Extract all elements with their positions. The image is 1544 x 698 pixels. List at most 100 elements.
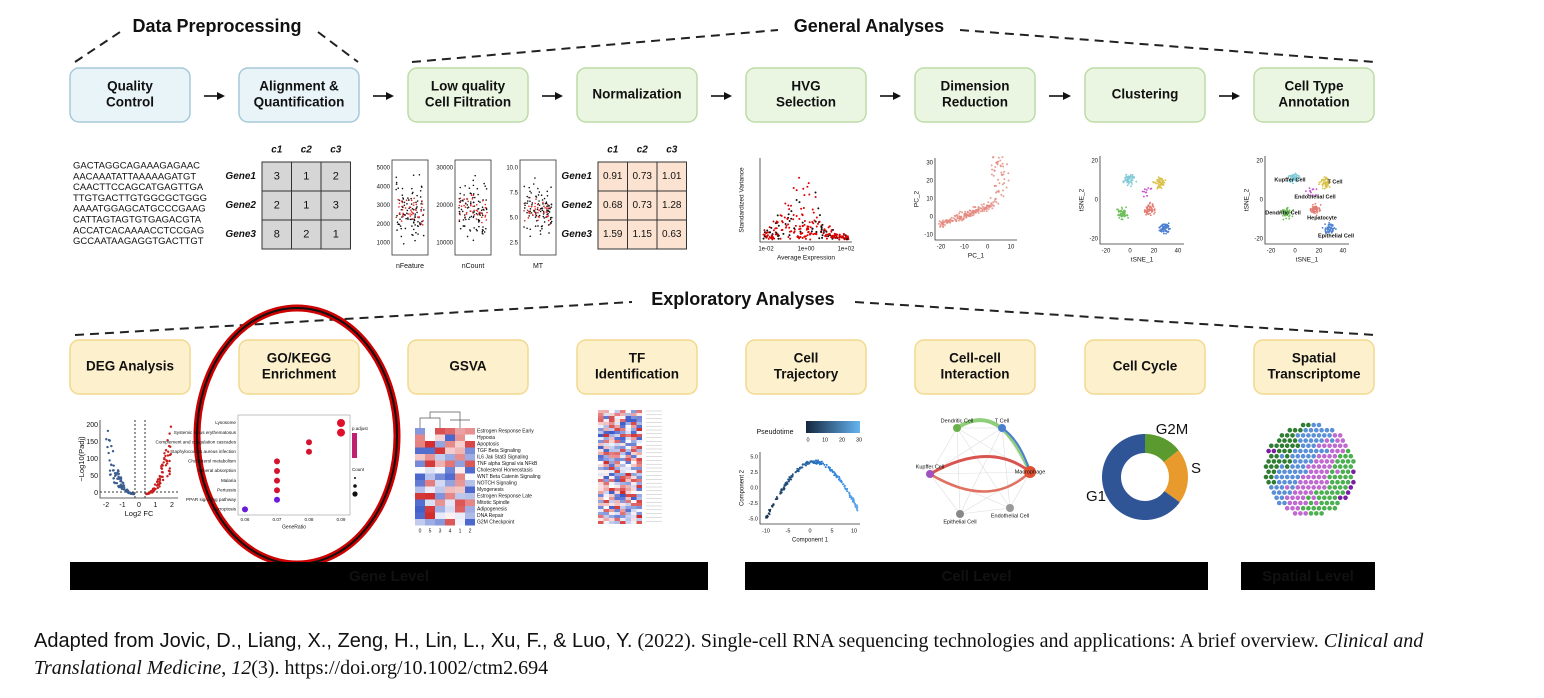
dot — [763, 229, 766, 232]
table-cell — [291, 161, 322, 192]
heat-cell — [445, 441, 455, 448]
label: 0.09 — [337, 517, 346, 522]
label: GeneRatio — [282, 524, 306, 530]
dot — [792, 218, 795, 221]
dot — [400, 208, 403, 211]
dot — [542, 210, 545, 213]
spot — [1322, 443, 1327, 449]
spot — [1314, 448, 1319, 454]
heat-cell — [620, 416, 626, 419]
dot — [420, 202, 422, 205]
label: Gene1 — [225, 171, 256, 182]
dot — [469, 210, 472, 213]
label: 1.15 — [633, 229, 653, 240]
dot — [274, 458, 280, 465]
spot — [1279, 495, 1285, 501]
dot — [536, 206, 539, 209]
spot — [1290, 485, 1295, 490]
heat-cell — [636, 470, 642, 473]
spot — [1282, 500, 1287, 506]
dot — [1120, 215, 1123, 218]
dot — [792, 186, 795, 189]
dot — [783, 216, 786, 219]
dot — [470, 194, 473, 196]
dot — [972, 206, 975, 209]
heat-cell — [598, 413, 604, 416]
dot — [814, 196, 817, 199]
dot — [779, 492, 782, 495]
dot — [774, 498, 777, 501]
dot — [477, 221, 480, 223]
heat-cell — [637, 443, 643, 446]
edge — [956, 427, 961, 515]
dot — [820, 226, 823, 229]
heat-cell — [636, 410, 642, 413]
section-title: Exploratory Analyses — [651, 289, 834, 309]
dot — [1319, 181, 1321, 184]
dot — [852, 499, 855, 502]
spot — [1308, 427, 1314, 433]
dot — [466, 198, 469, 200]
dot — [987, 201, 990, 204]
heat-cell — [455, 441, 465, 448]
dot — [822, 232, 825, 235]
dot — [852, 500, 855, 503]
dot — [113, 472, 117, 475]
dot — [985, 210, 988, 213]
heat-cell — [620, 413, 626, 416]
dot — [938, 220, 941, 223]
heat-cell — [425, 428, 435, 435]
heat-cell — [603, 518, 609, 521]
dot — [1162, 230, 1165, 233]
label: -10 — [960, 245, 969, 251]
label: 2.5 — [510, 241, 519, 247]
dot — [799, 466, 802, 469]
dot — [125, 489, 128, 493]
citation-volume: 12 — [231, 657, 252, 679]
dot — [397, 198, 399, 201]
edge — [929, 427, 958, 475]
label: 10 — [822, 437, 828, 443]
spot — [1300, 443, 1306, 449]
arrow-head — [1063, 92, 1071, 100]
dot — [825, 237, 828, 240]
heat-cell — [614, 509, 620, 512]
label: Average Expression — [777, 255, 835, 262]
dot — [765, 231, 768, 234]
spot — [1284, 433, 1290, 438]
dot — [485, 199, 487, 201]
dot — [798, 225, 801, 228]
dot — [766, 234, 769, 237]
spot — [1276, 490, 1282, 495]
dot — [1284, 214, 1287, 217]
dot — [966, 211, 969, 214]
dot — [1162, 226, 1165, 229]
spot — [1348, 474, 1354, 480]
dot — [1315, 210, 1318, 213]
dot — [547, 205, 550, 207]
dot — [542, 215, 545, 218]
label: 20 — [839, 437, 845, 443]
heat-cell — [603, 509, 609, 512]
color-legend — [352, 433, 357, 458]
spot — [1343, 474, 1348, 480]
dot — [790, 475, 793, 478]
spot — [1292, 500, 1298, 506]
dot — [468, 187, 471, 189]
heat-cell — [609, 467, 615, 470]
spot — [1269, 443, 1274, 449]
heat-cell — [620, 485, 626, 488]
heat-cell — [620, 521, 626, 524]
dot — [524, 202, 527, 204]
dot — [122, 482, 125, 485]
heat-cell — [598, 440, 604, 443]
step-box — [576, 67, 698, 123]
dot — [1145, 213, 1148, 216]
dot — [154, 487, 157, 491]
heat-cell — [415, 434, 425, 441]
dot — [417, 220, 419, 223]
arrow-head — [217, 92, 225, 100]
dot — [819, 462, 822, 465]
dot — [119, 479, 123, 482]
dot — [843, 485, 846, 488]
